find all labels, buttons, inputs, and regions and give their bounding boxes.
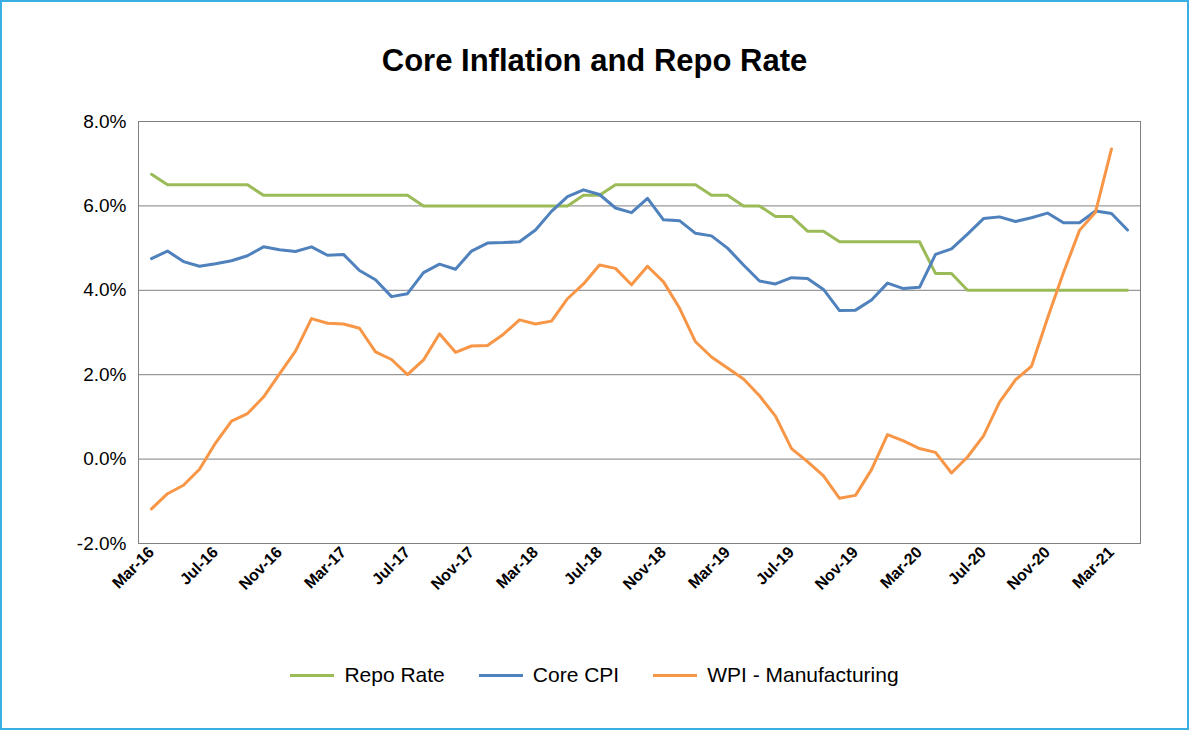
svg-text:Mar-18: Mar-18: [493, 543, 542, 592]
svg-text:-2.0%: -2.0%: [77, 533, 127, 554]
svg-text:Nov-16: Nov-16: [235, 543, 285, 593]
svg-text:0.0%: 0.0%: [83, 448, 126, 469]
html-text:Core CPI: Core CPI: [532, 663, 620, 686]
svg-text:Jul-20: Jul-20: [945, 543, 990, 588]
svg-text:2.0%: 2.0%: [83, 364, 126, 385]
svg-text:Jul-18: Jul-18: [561, 543, 606, 588]
svg-text:Mar-20: Mar-20: [877, 543, 926, 592]
svg-text:Jul-19: Jul-19: [753, 543, 798, 588]
svg-text:Mar-16: Mar-16: [109, 543, 158, 592]
svg-text:Jul-16: Jul-16: [177, 543, 222, 588]
svg-text:Nov-18: Nov-18: [619, 543, 669, 593]
svg-text:Mar-17: Mar-17: [301, 543, 350, 592]
html-text:Repo Rate: Repo Rate: [344, 663, 445, 686]
svg-text:Nov-17: Nov-17: [427, 543, 477, 593]
html-text:WPI - Manufacturing: WPI - Manufacturing: [707, 663, 899, 686]
svg-text:Mar-19: Mar-19: [685, 543, 734, 592]
svg-text:Jul-17: Jul-17: [369, 543, 414, 588]
svg-text:Nov-20: Nov-20: [1003, 543, 1053, 593]
svg-text:Mar-21: Mar-21: [1069, 543, 1118, 592]
svg-text:6.0%: 6.0%: [83, 195, 126, 216]
html-text:Core Inflation and Repo Rate: Core Inflation and Repo Rate: [381, 43, 808, 78]
svg-text:Nov-19: Nov-19: [811, 543, 861, 593]
svg-text:8.0%: 8.0%: [83, 111, 126, 132]
svg-text:4.0%: 4.0%: [83, 279, 126, 300]
